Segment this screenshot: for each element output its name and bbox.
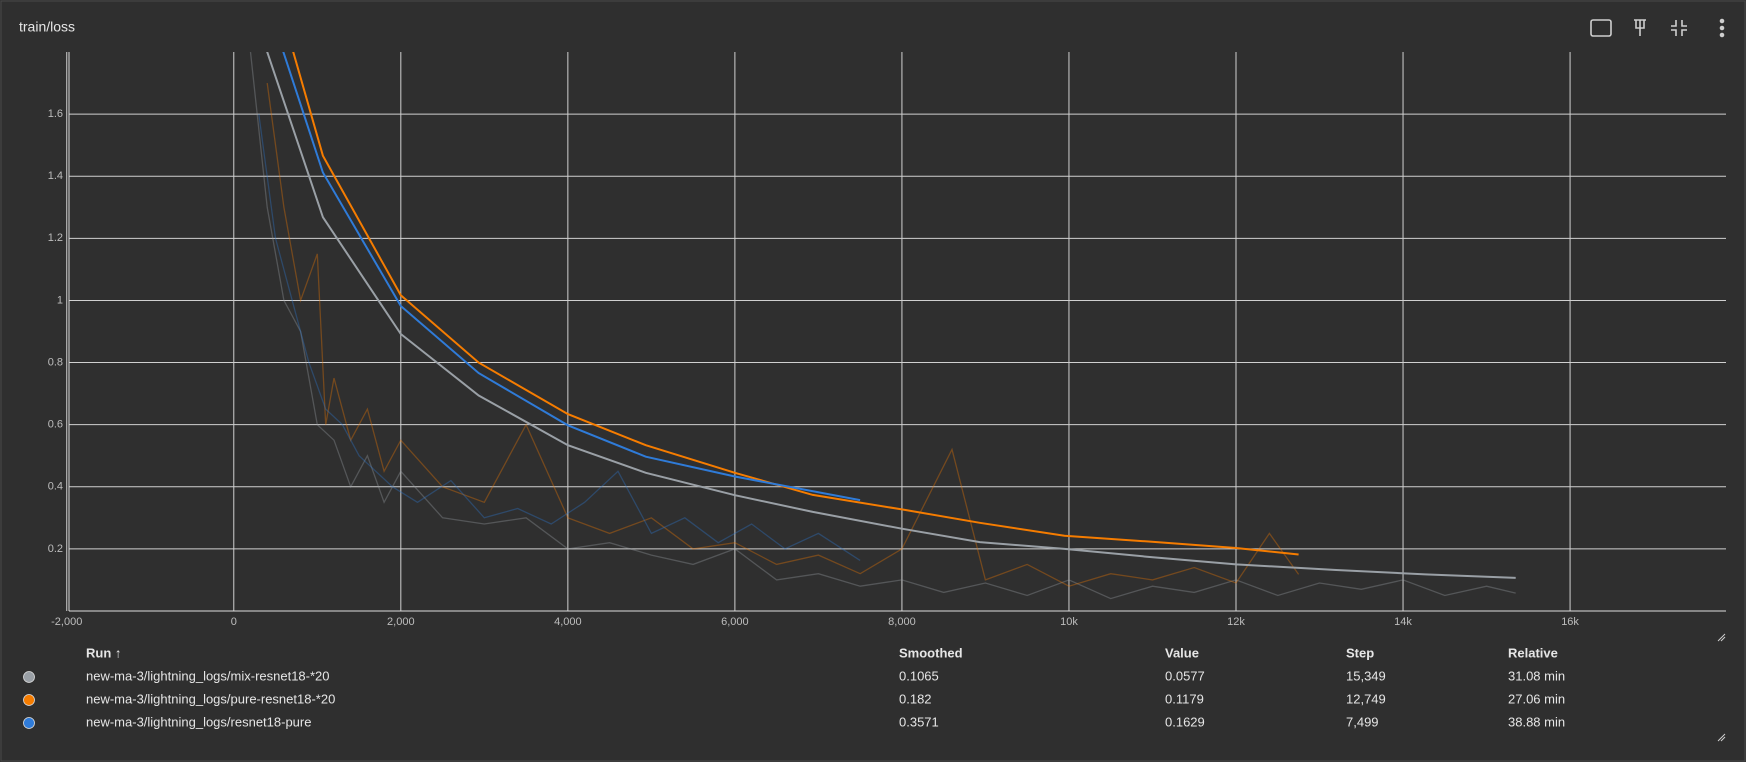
grid: [66, 52, 1726, 611]
smoothed-line: [282, 52, 861, 502]
run-name: new-ma-3/lightning_logs/pure-resnet18-*2…: [86, 691, 335, 706]
y-tick-label: 0.8: [48, 356, 63, 368]
resize-handle[interactable]: [1717, 633, 1726, 642]
fit-domain-button[interactable]: [1590, 19, 1612, 37]
run-cell: 7,499: [1346, 714, 1379, 729]
run-cell: 12,749: [1346, 691, 1386, 706]
run-table: Run ↑ Smoothed Value Step Relative new-ma-3/l…: [23, 645, 1565, 729]
run-cell: 15,349: [1346, 668, 1386, 683]
column-header: Value: [1165, 645, 1199, 660]
y-tick-label: 1.2: [48, 232, 63, 244]
column-header: Step: [1346, 645, 1374, 660]
y-tick-label: 0.2: [48, 543, 63, 555]
collapse-button[interactable]: [1671, 20, 1687, 36]
run-cell: 0.0577: [1165, 668, 1205, 683]
run-cell: 0.1065: [899, 668, 939, 683]
y-tick-label: 1: [57, 294, 63, 306]
x-tick-label: 4,000: [554, 616, 582, 628]
x-tick-label: 16k: [1561, 616, 1579, 628]
x-tick-label: 2,000: [387, 616, 415, 628]
run-cell: 0.1179: [1165, 691, 1204, 706]
run-color-dot: [23, 671, 35, 683]
raw-line: [258, 114, 861, 561]
pin-button[interactable]: [1634, 19, 1646, 36]
run-cell: 0.1629: [1165, 714, 1205, 729]
run-color-dot: [23, 717, 35, 729]
run-color-dot: [23, 694, 35, 706]
smoothed-line: [266, 52, 1516, 579]
x-tick-label: 14k: [1394, 616, 1412, 628]
run-cell: 27.06 min: [1508, 691, 1565, 706]
y-tick-label: 0.4: [48, 481, 63, 493]
column-header: Run ↑: [86, 645, 121, 660]
column-header: Relative: [1508, 645, 1558, 660]
x-tick-label: 8,000: [888, 616, 916, 628]
raw-line: [249, 52, 1516, 600]
x-tick-label: 12k: [1227, 616, 1245, 628]
menu-button-dot: [1719, 32, 1725, 38]
run-cell: 38.88 min: [1508, 714, 1565, 729]
run-name: new-ma-3/lightning_logs/resnet18-pure: [86, 714, 311, 729]
x-tick-label: 6,000: [721, 616, 749, 628]
x-tick-label: -2,000: [51, 616, 82, 628]
raw-line: [266, 83, 1300, 587]
x-tick-label: 10k: [1060, 616, 1078, 628]
toolbar: [1590, 18, 1726, 742]
run-cell: 0.3571: [899, 714, 939, 729]
x-tick-label: 0: [231, 616, 237, 628]
y-tick-label: 1.4: [48, 170, 63, 182]
chart-title: train/loss: [19, 19, 75, 35]
run-cell: 31.08 min: [1508, 668, 1565, 683]
plot-area: [249, 52, 1516, 600]
run-cell: 0.182: [899, 691, 932, 706]
menu-button[interactable]: [1719, 18, 1725, 24]
column-header: Smoothed: [899, 645, 963, 660]
menu-button-dot: [1719, 25, 1725, 31]
y-tick-label: 0.6: [48, 419, 63, 431]
resize-handle[interactable]: [1717, 733, 1726, 742]
run-name: new-ma-3/lightning_logs/mix-resnet18-*20: [86, 668, 330, 683]
tick-labels: -2,000 0 2,000 4,000 6,000 8,000 10k 12k 14k 16k 0…: [48, 108, 1580, 628]
y-tick-label: 1.6: [48, 108, 63, 120]
